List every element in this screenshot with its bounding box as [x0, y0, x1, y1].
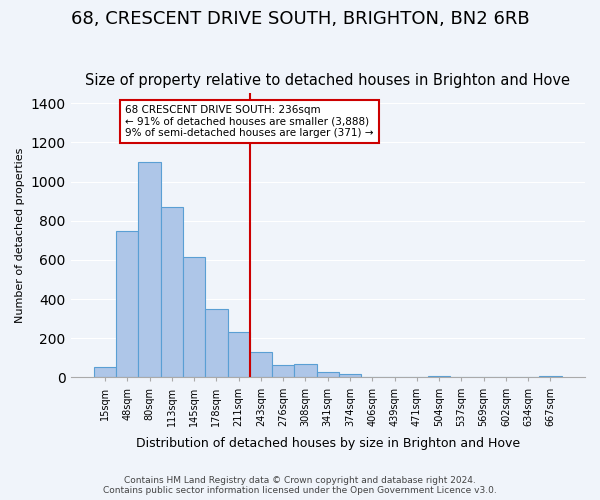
Bar [539, 376, 562, 378]
Text: Contains HM Land Registry data © Crown copyright and database right 2024.
Contai: Contains HM Land Registry data © Crown c… [103, 476, 497, 495]
Y-axis label: Number of detached properties: Number of detached properties [15, 148, 25, 323]
Bar [205, 309, 227, 378]
Bar [339, 374, 361, 378]
Bar [227, 332, 250, 378]
Text: 68, CRESCENT DRIVE SOUTH, BRIGHTON, BN2 6RB: 68, CRESCENT DRIVE SOUTH, BRIGHTON, BN2 … [71, 10, 529, 28]
Bar [183, 257, 205, 378]
X-axis label: Distribution of detached houses by size in Brighton and Hove: Distribution of detached houses by size … [136, 437, 520, 450]
Bar [94, 366, 116, 378]
Title: Size of property relative to detached houses in Brighton and Hove: Size of property relative to detached ho… [85, 73, 570, 88]
Text: 68 CRESCENT DRIVE SOUTH: 236sqm
← 91% of detached houses are smaller (3,888)
9% : 68 CRESCENT DRIVE SOUTH: 236sqm ← 91% of… [125, 105, 374, 138]
Bar [139, 162, 161, 378]
Bar [161, 207, 183, 378]
Bar [116, 230, 139, 378]
Bar [428, 376, 450, 378]
Bar [250, 352, 272, 378]
Bar [295, 364, 317, 378]
Bar [317, 372, 339, 378]
Bar [272, 364, 295, 378]
